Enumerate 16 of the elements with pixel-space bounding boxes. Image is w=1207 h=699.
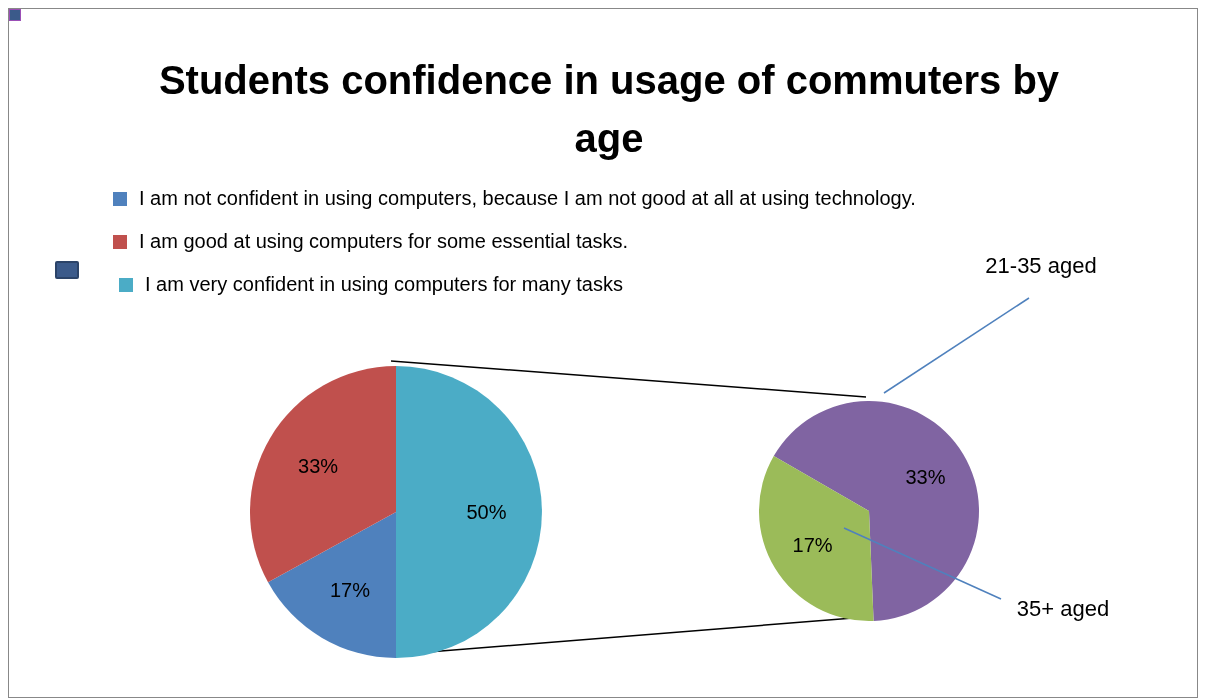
legend-label: I am not confident in using computers, because I am not good at all at using technology. <box>139 187 916 210</box>
pie-slice <box>773 401 979 621</box>
pie-slice <box>268 512 396 658</box>
data-label: 50% <box>466 501 507 523</box>
legend-label: I am very confident in using computers for many tasks <box>145 273 623 296</box>
chart-title: Students confidence in usage of commuters by age <box>157 57 1061 162</box>
data-label: 17% <box>329 578 371 601</box>
data-label: 33% <box>905 465 946 488</box>
legend-label: I am good at using computers for some essential tasks. <box>139 230 629 253</box>
pie-slice <box>396 366 542 658</box>
slice-label: 35+ aged <box>1016 595 1110 621</box>
data-label: 33% <box>298 454 339 477</box>
pie-slice <box>250 366 396 583</box>
pie-slice <box>759 456 874 621</box>
slice-label: 21-35 aged <box>985 252 1097 278</box>
data-label: 17% <box>792 534 833 557</box>
